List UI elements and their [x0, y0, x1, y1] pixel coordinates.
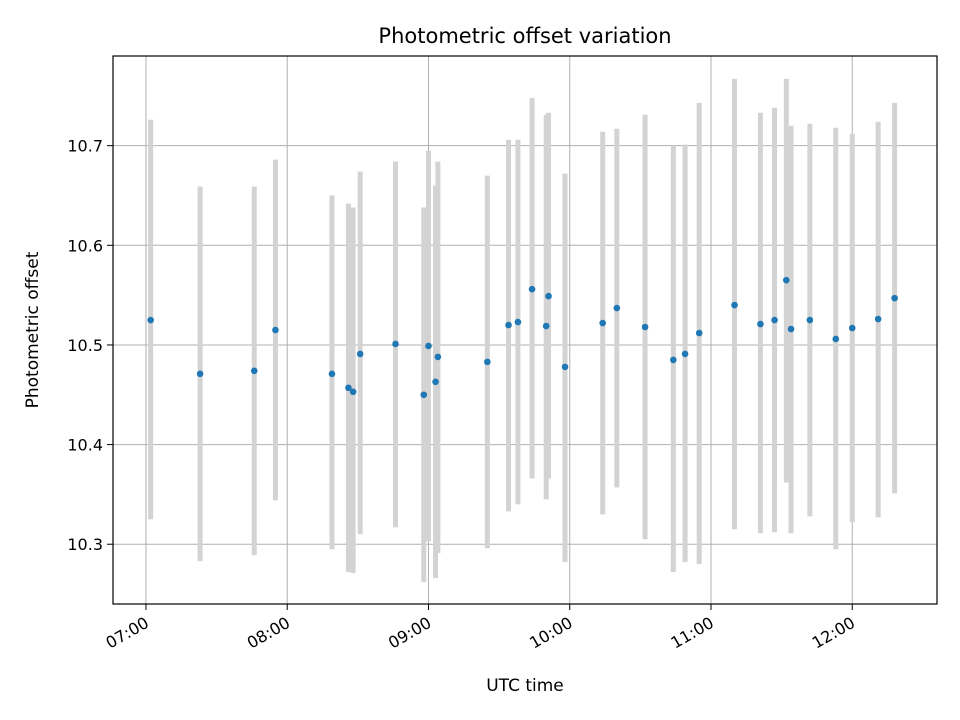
data-point [771, 316, 778, 324]
data-point [392, 340, 399, 348]
data-point [731, 301, 738, 309]
data-point [613, 304, 621, 312]
y-tick-label: 10.6 [67, 236, 103, 255]
chart-title: Photometric offset variation [378, 24, 671, 48]
data-point [681, 350, 689, 358]
data-point [528, 285, 536, 293]
data-point [757, 320, 764, 328]
y-tick-label: 10.5 [67, 336, 103, 355]
data-point [695, 329, 703, 337]
data-point [783, 276, 790, 284]
data-point [787, 325, 795, 333]
y-axis-title: Photometric offset [23, 251, 43, 408]
data-point [542, 322, 550, 330]
data-point [891, 294, 898, 302]
data-point [848, 324, 856, 332]
data-point [514, 318, 522, 326]
data-point [806, 316, 814, 324]
data-point [641, 323, 649, 331]
data-point [420, 391, 428, 399]
x-axis-title: UTC time [486, 676, 564, 696]
data-point [345, 384, 352, 392]
data-point [250, 367, 258, 375]
y-tick-label: 10.7 [67, 137, 103, 156]
y-tick-label: 10.4 [67, 436, 103, 455]
data-point [434, 353, 442, 361]
data-point [832, 335, 840, 343]
y-tick-label: 10.3 [67, 535, 103, 554]
data-point [356, 350, 364, 358]
data-point [349, 388, 357, 396]
data-point [874, 315, 882, 323]
data-point [328, 370, 336, 378]
data-point [432, 378, 439, 386]
data-point [147, 316, 154, 324]
y-axis: 10.3 10.4 10.5 10.6 10.7 [67, 137, 113, 554]
plot-area-frame [112, 55, 938, 605]
data-point [670, 356, 677, 364]
data-point [599, 319, 606, 327]
data-point [561, 363, 569, 371]
data-point [545, 292, 552, 300]
data-point [425, 342, 432, 350]
data-point [505, 321, 512, 329]
data-point [196, 370, 204, 378]
data-points [147, 276, 898, 399]
data-point [272, 326, 279, 334]
data-point [484, 358, 491, 366]
